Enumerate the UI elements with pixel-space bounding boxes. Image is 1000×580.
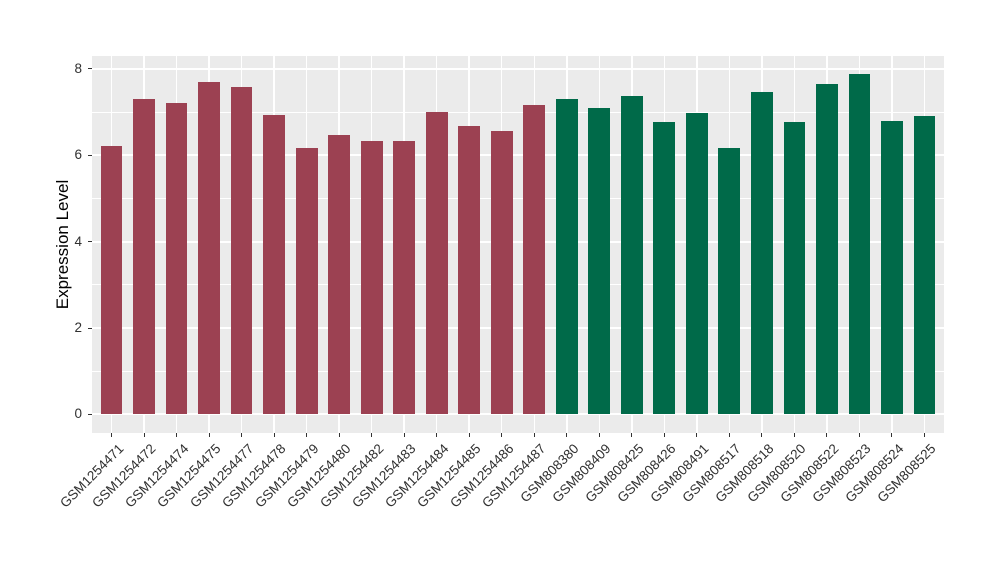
bar-GSM1254479: [295, 148, 318, 415]
bar-GSM1254472: [133, 98, 155, 415]
x-tick-mark: [468, 433, 470, 437]
x-tick-mark: [728, 433, 730, 437]
x-tick-mark: [858, 433, 860, 437]
major-gridline: [92, 154, 944, 157]
major-gridline: [92, 67, 944, 70]
x-tick-mark: [663, 433, 665, 437]
bar-GSM1254477: [230, 86, 253, 415]
x-tick-mark: [436, 433, 438, 437]
bar-GSM1254483: [393, 141, 416, 415]
y-tick-label: 2: [74, 320, 82, 336]
x-tick-mark: [371, 433, 373, 437]
x-tick-mark: [826, 433, 828, 437]
y-tick-mark: [88, 241, 92, 243]
minor-gridline: [92, 111, 944, 113]
y-tick-mark: [88, 327, 92, 329]
bar-GSM808518: [750, 91, 773, 415]
x-tick-mark: [891, 433, 893, 437]
bar-GSM808522: [816, 83, 838, 415]
bar-GSM1254482: [360, 141, 383, 415]
bar-GSM1254486: [490, 130, 513, 415]
bar-GSM808425: [620, 95, 643, 415]
x-tick-mark: [306, 433, 308, 437]
x-tick-mark: [241, 433, 243, 437]
bar-GSM808409: [588, 108, 611, 415]
bar-GSM808520: [783, 121, 806, 415]
y-tick-mark: [88, 68, 92, 70]
x-tick-mark: [208, 433, 210, 437]
bar-GSM1254480: [328, 134, 351, 415]
x-tick-mark: [696, 433, 698, 437]
y-tick-label: 4: [74, 233, 82, 249]
y-tick-label: 6: [74, 147, 82, 163]
x-tick-mark: [176, 433, 178, 437]
x-tick-mark: [403, 433, 405, 437]
major-gridline: [92, 413, 944, 416]
x-tick-mark: [793, 433, 795, 437]
major-gridline: [92, 240, 944, 243]
bar-GSM1254471: [100, 146, 123, 415]
minor-gridline: [92, 284, 944, 286]
x-tick-mark: [273, 433, 275, 437]
major-gridline: [92, 327, 944, 330]
bar-GSM808426: [653, 122, 676, 415]
y-axis-title: Expression Level: [53, 179, 72, 310]
x-tick-mark: [598, 433, 600, 437]
x-tick-mark: [501, 433, 503, 437]
minor-gridline: [92, 370, 944, 372]
bar-GSM808380: [555, 99, 578, 415]
bar-GSM808517: [718, 147, 741, 415]
x-tick-mark: [143, 433, 145, 437]
x-tick-mark: [761, 433, 763, 437]
bar-GSM808523: [848, 74, 871, 415]
y-tick-mark: [88, 154, 92, 156]
bar-GSM1254487: [523, 104, 546, 415]
bar-GSM1254485: [458, 125, 481, 415]
x-tick-mark: [111, 433, 112, 437]
bar-GSM808525: [913, 116, 936, 415]
x-tick-mark: [923, 433, 925, 437]
bar-GSM808491: [685, 112, 708, 415]
x-tick-mark: [631, 433, 633, 437]
minor-gridline: [92, 198, 944, 199]
y-tick-label: 0: [74, 406, 82, 422]
bar-GSM808524: [881, 121, 903, 415]
bar-GSM1254478: [263, 115, 285, 415]
x-tick-mark: [566, 433, 568, 437]
bar-GSM1254475: [198, 82, 220, 415]
bar-GSM1254484: [425, 111, 448, 415]
bar-GSM1254474: [165, 102, 188, 415]
y-tick-mark: [88, 413, 92, 415]
x-tick-mark: [338, 433, 340, 437]
x-tick-mark: [533, 433, 535, 437]
y-tick-label: 8: [74, 60, 82, 76]
